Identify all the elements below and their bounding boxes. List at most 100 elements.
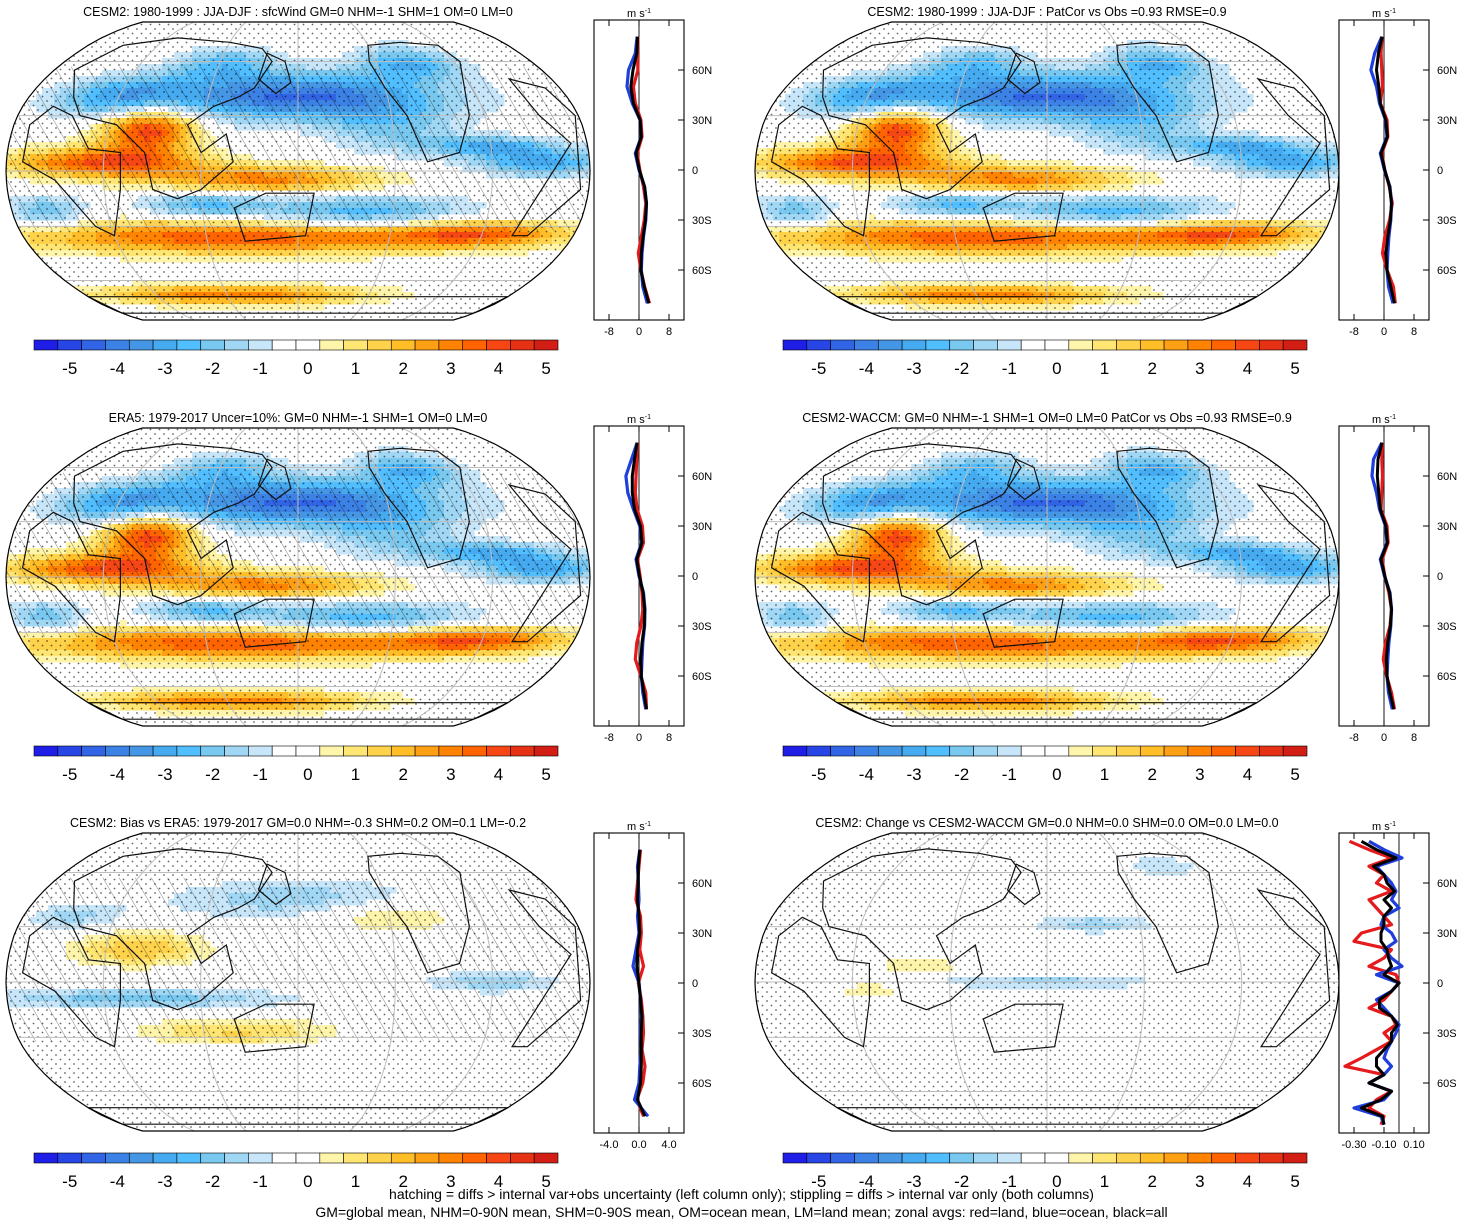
field-cell: [12, 244, 19, 251]
field-cell: [84, 298, 91, 305]
map-field: [6, 22, 590, 320]
field-cell: [582, 232, 589, 239]
colorbar-swatch: [33, 339, 59, 351]
colorbar-swatch: [343, 339, 368, 351]
field-cell: [761, 244, 768, 251]
colorbar-tick-label: 1: [351, 359, 360, 378]
map-panel-2: [754, 21, 1340, 321]
panel-title: CESM2: 1980-1999 : JJA-DJF : PatCor vs O…: [867, 5, 1226, 19]
field-cell: [12, 232, 19, 239]
colorbar-swatch: [462, 339, 487, 351]
colorbar: -5 -4 -3 -2 -1 0 1 2 3 4 5: [33, 339, 559, 378]
colorbar-swatch: [200, 339, 225, 351]
colorbar-swatch: [152, 339, 178, 351]
graticule-meridian: [102, 22, 195, 320]
panel-title: CESM2: 1980-1999 : JJA-DJF : sfcWind GM=…: [83, 5, 513, 19]
colorbar-tick-label: -4: [110, 359, 125, 378]
coastline: [233, 192, 315, 242]
field-cell: [54, 292, 61, 299]
field-cell: [6, 226, 13, 233]
field-cell: [576, 238, 583, 245]
field-cell: [1331, 220, 1338, 227]
colorbar-swatch: [390, 339, 416, 351]
colorbar-tick-label: -5: [62, 359, 77, 378]
field-cell: [18, 238, 25, 245]
colorbar-tick-label: 5: [541, 359, 550, 378]
field-cell: [24, 250, 31, 257]
field-cell: [1325, 238, 1332, 245]
field-cell: [767, 238, 774, 245]
colorbar-swatch: [105, 339, 130, 351]
field-cell: [1331, 226, 1338, 233]
colorbar-tick-label: -3: [157, 359, 172, 378]
colorbar-swatch: [533, 339, 559, 351]
colorbar-tick-label: 3: [446, 359, 455, 378]
profile-x-tick-label: -8: [604, 326, 614, 338]
field-cell: [570, 244, 577, 251]
profile-units: m s-1: [627, 8, 651, 20]
colorbar-swatch: [128, 339, 154, 351]
zonal-profile-1: -8 0 8 60N 30N 0 30S 60S m s-1: [593, 8, 712, 338]
field-cell: [1331, 238, 1338, 245]
colorbar-tick-label: 4: [494, 359, 503, 378]
field-cell: [12, 250, 19, 257]
profile-y-tick-label: 60N: [692, 65, 712, 77]
colorbar-swatch: [81, 339, 106, 351]
colorbar-swatch: [224, 339, 249, 351]
field-cell: [755, 226, 762, 233]
field-cell: [576, 232, 583, 239]
graticule-meridian: [200, 22, 247, 320]
field-cell: [18, 250, 25, 257]
profile-x-tick-label: 8: [666, 326, 672, 338]
graticule-meridian: [349, 22, 396, 320]
field-cell: [755, 238, 762, 245]
field-cell: [66, 286, 73, 293]
profile-x-tick-label: 0: [636, 326, 642, 338]
field-cell: [78, 298, 85, 305]
profile-y-tick-label: 30N: [692, 115, 712, 127]
colorbar-tick-label: 2: [398, 359, 407, 378]
field-cell: [755, 232, 762, 239]
coastline: [507, 77, 582, 237]
field-cell: [72, 292, 79, 299]
profile-y-tick-label: 0: [692, 165, 698, 177]
field-cell: [60, 286, 67, 293]
profile-y-tick-label: 30S: [692, 215, 712, 227]
colorbar-tick-label: 0: [303, 359, 312, 378]
graticule-meridian: [401, 22, 494, 320]
field-cell: [48, 292, 55, 299]
coastline: [257, 52, 292, 95]
field-cell: [60, 292, 67, 299]
colorbar-swatch: [295, 339, 321, 351]
field-cell: [66, 292, 73, 299]
field-cell: [582, 226, 589, 233]
coastline: [73, 37, 273, 200]
colorbar-swatch: [176, 339, 202, 351]
field-cell: [6, 244, 13, 251]
field-cell: [582, 238, 589, 245]
coastline: [21, 105, 121, 237]
colorbar-tick-label: -2: [205, 359, 220, 378]
colorbar-swatch: [510, 339, 535, 351]
colorbar-tick-label: -1: [253, 359, 268, 378]
profile-line-all: [629, 36, 651, 304]
field-cell: [12, 238, 19, 245]
map-panel-1: [5, 21, 591, 321]
profile-y-tick-label: 60S: [692, 265, 712, 277]
field-cell: [755, 244, 762, 251]
field-cell: [1325, 232, 1332, 239]
colorbar-swatch: [271, 339, 297, 351]
field-cell: [761, 232, 768, 239]
colorbar-swatch: [367, 339, 392, 351]
field-cell: [1331, 232, 1338, 239]
colorbar-swatch: [486, 339, 511, 351]
colorbar-swatch: [248, 339, 273, 351]
colorbar-swatch: [57, 339, 82, 351]
coastline: [367, 41, 470, 163]
colorbar-swatch: [319, 339, 344, 351]
field-cell: [761, 238, 768, 245]
field-cell: [582, 220, 589, 227]
colorbar-swatch: [438, 339, 464, 351]
field-cell: [6, 232, 13, 239]
